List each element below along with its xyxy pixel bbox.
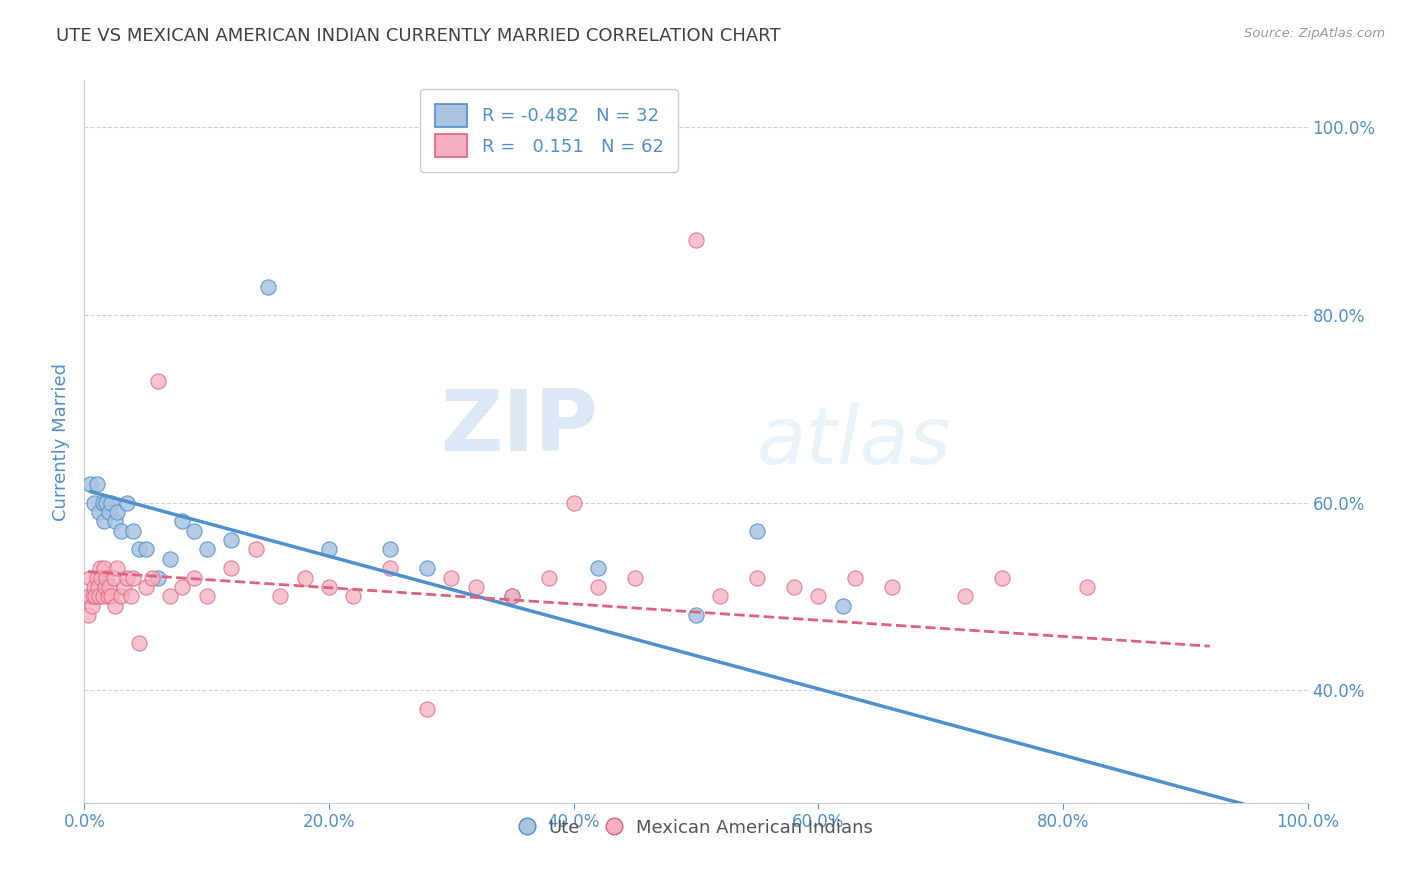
- Point: [77, 608, 100, 623]
- Point: [91, 590, 114, 604]
- Text: Source: ZipAtlas.com: Source: ZipAtlas.com: [1244, 27, 1385, 40]
- Point: [103, 571, 125, 585]
- Point: [502, 590, 524, 604]
- Point: [245, 542, 267, 557]
- Point: [183, 571, 205, 585]
- Point: [685, 233, 707, 247]
- Point: [94, 580, 117, 594]
- Point: [318, 542, 340, 557]
- Point: [624, 571, 647, 585]
- Text: UTE VS MEXICAN AMERICAN INDIAN CURRENTLY MARRIED CORRELATION CHART: UTE VS MEXICAN AMERICAN INDIAN CURRENTLY…: [56, 27, 780, 45]
- Point: [953, 590, 976, 604]
- Point: [93, 561, 115, 575]
- Point: [115, 495, 138, 509]
- Point: [86, 571, 108, 585]
- Point: [586, 580, 609, 594]
- Point: [80, 599, 103, 613]
- Point: [172, 580, 194, 594]
- Point: [79, 476, 101, 491]
- Point: [89, 561, 111, 575]
- Legend: Ute, Mexican American Indians: Ute, Mexican American Indians: [512, 812, 880, 845]
- Point: [538, 571, 561, 585]
- Point: [1076, 580, 1098, 594]
- Point: [380, 561, 402, 575]
- Point: [747, 524, 769, 538]
- Point: [96, 571, 118, 585]
- Point: [586, 561, 609, 575]
- Point: [183, 524, 205, 538]
- Text: ZIP: ZIP: [440, 385, 598, 468]
- Point: [97, 505, 120, 519]
- Point: [122, 524, 145, 538]
- Point: [219, 533, 242, 547]
- Point: [84, 590, 107, 604]
- Point: [269, 590, 291, 604]
- Point: [685, 608, 707, 623]
- Point: [440, 571, 463, 585]
- Point: [135, 542, 157, 557]
- Point: [104, 599, 127, 613]
- Point: [77, 590, 100, 604]
- Point: [83, 495, 105, 509]
- Point: [747, 571, 769, 585]
- Point: [172, 514, 194, 528]
- Point: [146, 571, 169, 585]
- Point: [146, 374, 169, 388]
- Point: [96, 495, 118, 509]
- Point: [110, 524, 132, 538]
- Point: [115, 571, 138, 585]
- Point: [844, 571, 866, 585]
- Point: [135, 580, 157, 594]
- Point: [502, 590, 524, 604]
- Point: [464, 580, 486, 594]
- Point: [97, 590, 120, 604]
- Point: [1198, 824, 1220, 838]
- Point: [82, 590, 104, 604]
- Point: [128, 636, 150, 650]
- Point: [709, 590, 731, 604]
- Point: [110, 590, 132, 604]
- Point: [195, 542, 218, 557]
- Point: [380, 542, 402, 557]
- Point: [562, 495, 585, 509]
- Point: [100, 590, 122, 604]
- Point: [783, 580, 806, 594]
- Point: [104, 514, 127, 528]
- Point: [120, 590, 142, 604]
- Point: [93, 514, 115, 528]
- Point: [159, 590, 181, 604]
- Point: [880, 580, 903, 594]
- Point: [219, 561, 242, 575]
- Text: atlas: atlas: [758, 402, 952, 481]
- Point: [122, 571, 145, 585]
- Point: [831, 599, 853, 613]
- Point: [128, 542, 150, 557]
- Point: [318, 580, 340, 594]
- Point: [83, 580, 105, 594]
- Point: [105, 505, 128, 519]
- Point: [807, 590, 830, 604]
- Point: [87, 580, 110, 594]
- Point: [97, 580, 120, 594]
- Point: [91, 495, 114, 509]
- Point: [294, 571, 316, 585]
- Point: [100, 495, 122, 509]
- Point: [105, 561, 128, 575]
- Point: [87, 505, 110, 519]
- Point: [416, 561, 439, 575]
- Y-axis label: Currently Married: Currently Married: [52, 362, 70, 521]
- Point: [416, 702, 439, 716]
- Point: [86, 476, 108, 491]
- Point: [159, 551, 181, 566]
- Point: [90, 571, 112, 585]
- Point: [112, 580, 135, 594]
- Point: [141, 571, 163, 585]
- Point: [79, 571, 101, 585]
- Point: [342, 590, 364, 604]
- Point: [195, 590, 218, 604]
- Point: [257, 279, 280, 293]
- Point: [991, 571, 1014, 585]
- Point: [87, 590, 110, 604]
